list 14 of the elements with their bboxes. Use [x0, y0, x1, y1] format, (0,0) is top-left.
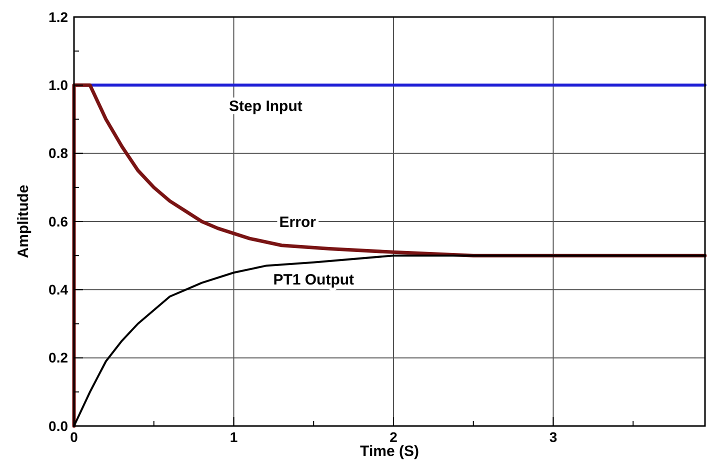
y-tick-label: 1.2	[48, 8, 68, 25]
x-tick-label: 3	[549, 429, 558, 445]
y-tick-label: 0.0	[48, 418, 68, 434]
series-label: PT1 Output	[273, 272, 354, 289]
y-axis-title: Amplitude	[15, 184, 32, 258]
y-tick-label: 0.6	[48, 213, 68, 230]
x-axis-title: Time (S)	[360, 443, 419, 460]
y-tick-label: 0.2	[48, 350, 68, 366]
x-tick-label: 2	[390, 429, 398, 445]
y-tick-label: 0.8	[48, 145, 68, 162]
x-tick-label: 0	[70, 429, 78, 445]
x-tick-label: 1	[230, 429, 238, 445]
y-tick-label: 0.4	[48, 282, 68, 298]
y-tick-label: 1.0	[48, 77, 68, 94]
